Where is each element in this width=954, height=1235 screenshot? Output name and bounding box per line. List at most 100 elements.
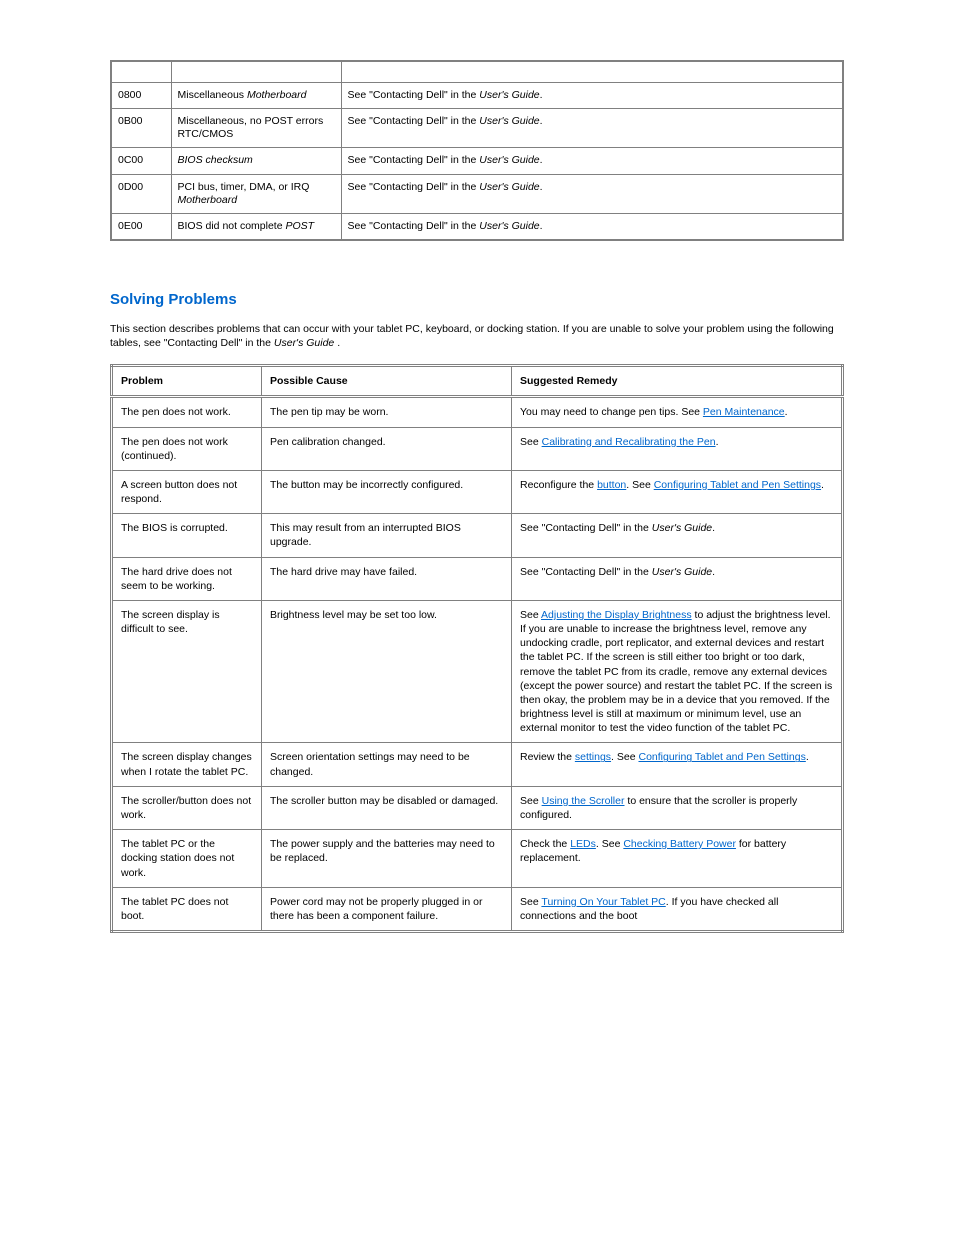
table-row xyxy=(111,61,843,83)
table-header-row: ProblemPossible CauseSuggested Remedy xyxy=(112,366,843,397)
action-cell: See "Contacting Dell" in the User's Guid… xyxy=(341,83,843,109)
remedy-text: . xyxy=(785,406,788,418)
action-cell: See "Contacting Dell" in the User's Guid… xyxy=(341,213,843,240)
problem-cell: The screen display changes when I rotate… xyxy=(112,743,262,786)
action-post: . xyxy=(540,89,543,101)
cause-text: BIOS did not complete xyxy=(178,220,286,232)
action-post: . xyxy=(540,154,543,166)
table-row: The hard drive does not seem to be worki… xyxy=(112,557,843,600)
table-row: The screen display changes when I rotate… xyxy=(112,743,843,786)
remedy-text: . xyxy=(712,566,715,578)
action-text: See "Contacting Dell" in the xyxy=(348,154,480,166)
action-italic: User's Guide xyxy=(479,115,539,127)
cause-cell: Miscellaneous Motherboard xyxy=(171,83,341,109)
action-italic: User's Guide xyxy=(479,154,539,166)
action-cell xyxy=(341,61,843,83)
cause-cell: The scroller button may be disabled or d… xyxy=(262,786,512,829)
remedy-italic: User's Guide xyxy=(652,566,712,578)
code-cell: 0D00 xyxy=(111,174,171,213)
code-cell: 0B00 xyxy=(111,109,171,148)
action-italic: User's Guide xyxy=(479,220,539,232)
remedy-link[interactable]: Configuring Tablet and Pen Settings xyxy=(654,479,821,491)
remedy-link[interactable]: settings xyxy=(575,751,611,763)
remedy-text: You may need to change pen tips. See xyxy=(520,406,703,418)
remedy-link[interactable]: LEDs xyxy=(570,838,596,850)
section-heading: Solving Problems xyxy=(110,291,844,308)
remedy-link[interactable]: Calibrating and Recalibrating the Pen xyxy=(542,436,716,448)
table-row: The BIOS is corrupted.This may result fr… xyxy=(112,514,843,557)
code-cell xyxy=(111,61,171,83)
table-row: The tablet PC or the docking station doe… xyxy=(112,830,843,888)
action-cell: See "Contacting Dell" in the User's Guid… xyxy=(341,109,843,148)
cause-cell: The button may be incorrectly configured… xyxy=(262,470,512,513)
cause-text: Miscellaneous xyxy=(178,89,247,101)
table-row: The screen display is difficult to see.B… xyxy=(112,600,843,743)
problem-cell: The scroller/button does not work. xyxy=(112,786,262,829)
cause-cell: BIOS did not complete POST xyxy=(171,213,341,240)
remedy-link[interactable]: button xyxy=(597,479,626,491)
remedy-text: . See xyxy=(626,479,653,491)
remedy-link[interactable]: Configuring Tablet and Pen Settings xyxy=(638,751,805,763)
remedy-text: . See xyxy=(611,751,638,763)
remedy-text: . See xyxy=(596,838,623,850)
cause-italic: BIOS checksum xyxy=(178,154,253,166)
remedy-cell: See "Contacting Dell" in the User's Guid… xyxy=(512,514,843,557)
remedy-cell: You may need to change pen tips. See Pen… xyxy=(512,397,843,427)
table-row: A screen button does not respond.The but… xyxy=(112,470,843,513)
table-row: 0D00PCI bus, timer, DMA, or IRQ Motherbo… xyxy=(111,174,843,213)
table-row: The tablet PC does not boot.Power cord m… xyxy=(112,887,843,931)
cause-cell xyxy=(171,61,341,83)
action-text: See "Contacting Dell" in the xyxy=(348,115,480,127)
remedy-cell: See Adjusting the Display Brightness to … xyxy=(512,600,843,743)
intro-text: This section describes problems that can… xyxy=(110,323,834,349)
cause-italic: Motherboard xyxy=(247,89,307,101)
table-row: 0800Miscellaneous MotherboardSee "Contac… xyxy=(111,83,843,109)
action-cell: See "Contacting Dell" in the User's Guid… xyxy=(341,148,843,174)
remedy-link[interactable]: Pen Maintenance xyxy=(703,406,785,418)
cause-cell: Brightness level may be set too low. xyxy=(262,600,512,743)
code-cell: 0E00 xyxy=(111,213,171,240)
remedy-text: See xyxy=(520,436,542,448)
table-row: The scroller/button does not work.The sc… xyxy=(112,786,843,829)
remedy-text: See xyxy=(520,609,541,621)
remedy-text: See "Contacting Dell" in the xyxy=(520,522,652,534)
intro-post: . xyxy=(337,337,340,349)
cause-italic: Motherboard xyxy=(178,194,238,206)
remedy-text: . xyxy=(821,479,824,491)
cause-cell: Power cord may not be properly plugged i… xyxy=(262,887,512,931)
remedy-text: . xyxy=(806,751,809,763)
problem-cell: The hard drive does not seem to be worki… xyxy=(112,557,262,600)
table-row: 0E00BIOS did not complete POSTSee "Conta… xyxy=(111,213,843,240)
remedy-text: Reconfigure the xyxy=(520,479,597,491)
action-italic: User's Guide xyxy=(479,89,539,101)
cause-cell: Miscellaneous, no POST errors RTC/CMOS xyxy=(171,109,341,148)
code-cell: 0800 xyxy=(111,83,171,109)
cause-cell: This may result from an interrupted BIOS… xyxy=(262,514,512,557)
cause-text: Miscellaneous, no POST errors RTC/CMOS xyxy=(178,115,324,140)
problem-cell: A screen button does not respond. xyxy=(112,470,262,513)
remedy-cell: Review the settings. See Configuring Tab… xyxy=(512,743,843,786)
action-text: See "Contacting Dell" in the xyxy=(348,89,480,101)
remedy-cell: Check the LEDs. See Checking Battery Pow… xyxy=(512,830,843,888)
cause-cell: Screen orientation settings may need to … xyxy=(262,743,512,786)
problems-table: ProblemPossible CauseSuggested RemedyThe… xyxy=(110,364,844,933)
problem-cell: The BIOS is corrupted. xyxy=(112,514,262,557)
page-root: 0800Miscellaneous MotherboardSee "Contac… xyxy=(0,0,954,983)
header-problem: Problem xyxy=(112,366,262,397)
cause-cell: The hard drive may have failed. xyxy=(262,557,512,600)
remedy-text: . xyxy=(716,436,719,448)
problem-cell: The tablet PC or the docking station doe… xyxy=(112,830,262,888)
remedy-cell: See Turning On Your Tablet PC. If you ha… xyxy=(512,887,843,931)
action-text: See "Contacting Dell" in the xyxy=(348,181,480,193)
problem-cell: The screen display is difficult to see. xyxy=(112,600,262,743)
action-text: See "Contacting Dell" in the xyxy=(348,220,480,232)
cause-cell: The pen tip may be worn. xyxy=(262,397,512,427)
remedy-link[interactable]: Adjusting the Display Brightness xyxy=(541,609,692,621)
table-row: The pen does not work.The pen tip may be… xyxy=(112,397,843,427)
action-post: . xyxy=(540,181,543,193)
remedy-link[interactable]: Turning On Your Tablet PC xyxy=(541,896,665,908)
problem-cell: The pen does not work. xyxy=(112,397,262,427)
remedy-link[interactable]: Using the Scroller xyxy=(542,795,625,807)
table-row: The pen does not work (continued).Pen ca… xyxy=(112,427,843,470)
remedy-link[interactable]: Checking Battery Power xyxy=(623,838,736,850)
